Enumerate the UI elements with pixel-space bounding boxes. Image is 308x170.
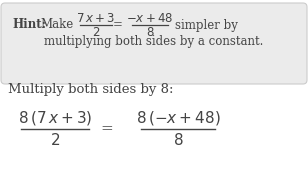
Text: $8\,(-x+48)$: $8\,(-x+48)$ — [136, 109, 220, 127]
Text: Multiply both sides by 8:: Multiply both sides by 8: — [8, 83, 173, 97]
Text: Make: Make — [40, 19, 73, 31]
Text: Hint:: Hint: — [12, 19, 46, 31]
Text: $-x+48$: $-x+48$ — [126, 12, 174, 24]
Text: $8$: $8$ — [173, 132, 183, 148]
Text: $8$: $8$ — [146, 27, 154, 39]
Text: $8\,(7\,x+3)$: $8\,(7\,x+3)$ — [18, 109, 92, 127]
FancyBboxPatch shape — [1, 3, 307, 84]
Text: $7\,x+3$: $7\,x+3$ — [76, 12, 116, 24]
Text: =: = — [113, 19, 123, 31]
Text: multiplying both sides by a constant.: multiplying both sides by a constant. — [44, 36, 264, 48]
Text: $2$: $2$ — [92, 27, 100, 39]
Text: simpler by: simpler by — [175, 19, 238, 31]
Text: $2$: $2$ — [50, 132, 60, 148]
Text: =: = — [101, 122, 113, 136]
